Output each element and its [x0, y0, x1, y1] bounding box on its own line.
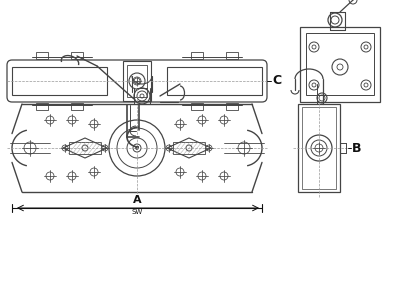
Bar [36, 52, 48, 59]
Bar [12, 67, 107, 95]
Bar [306, 33, 374, 95]
Bar [226, 52, 238, 59]
Bar [167, 67, 262, 95]
Bar [191, 52, 203, 59]
Bar [36, 103, 48, 110]
Circle shape [136, 146, 138, 149]
Bar [127, 65, 147, 97]
Bar [191, 103, 203, 110]
Text: B: B [352, 142, 362, 154]
Bar [226, 103, 238, 110]
Bar [123, 61, 151, 101]
Bar [71, 52, 83, 59]
Bar [298, 104, 340, 192]
Text: C: C [272, 74, 281, 88]
Bar [69, 142, 101, 154]
Text: A: A [133, 195, 141, 205]
Bar [173, 142, 205, 154]
Bar [300, 27, 380, 102]
Bar [302, 107, 336, 189]
Text: SW: SW [131, 209, 143, 215]
Bar [71, 103, 83, 110]
